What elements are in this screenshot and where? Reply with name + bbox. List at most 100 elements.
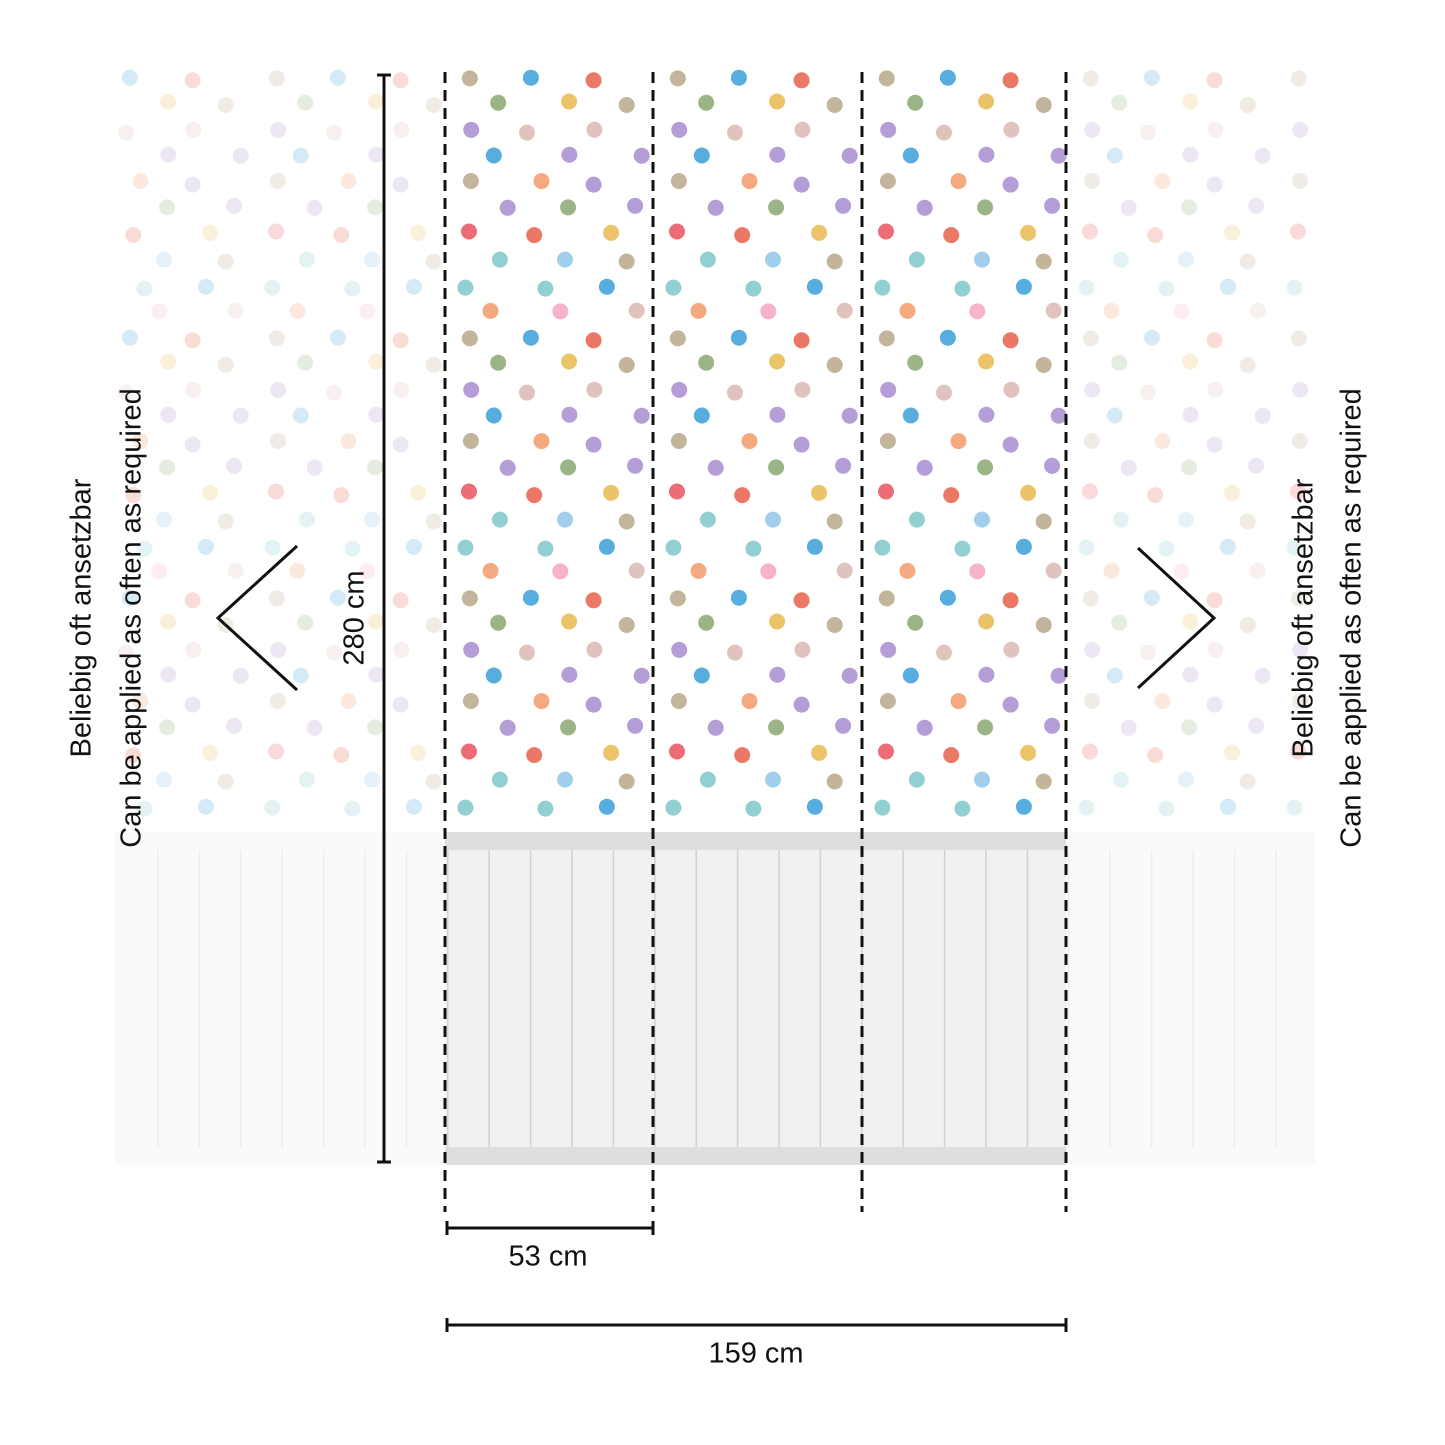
dot: [1120, 459, 1137, 476]
dot: [359, 563, 376, 580]
dot: [185, 641, 202, 658]
dot: [552, 303, 569, 320]
dot: [425, 357, 442, 373]
dot: [730, 589, 747, 606]
dot: [585, 696, 602, 713]
dot: [1083, 433, 1100, 449]
dot: [1045, 562, 1062, 579]
dot: [1084, 121, 1101, 138]
dot: [326, 124, 342, 141]
dot: [217, 513, 234, 530]
dot: [1254, 667, 1271, 684]
dot: [405, 278, 422, 295]
dot: [671, 641, 688, 658]
dot: [1206, 176, 1223, 193]
dot: [184, 332, 201, 349]
dot: [670, 433, 687, 449]
dot: [1003, 641, 1020, 658]
dot: [159, 459, 176, 476]
dot: [1239, 357, 1256, 373]
dot: [1082, 70, 1099, 87]
dot: [1207, 641, 1224, 658]
dot: [670, 173, 687, 189]
dot: [950, 173, 967, 190]
dot: [1111, 614, 1128, 631]
dot: [1078, 799, 1095, 816]
dot: [1206, 696, 1223, 713]
dot: [457, 799, 474, 816]
dot: [461, 590, 478, 607]
dot: [1206, 436, 1223, 453]
dot: [184, 696, 201, 713]
dot: [326, 384, 342, 401]
dot: [1286, 539, 1303, 556]
dot: [197, 798, 214, 815]
dot: [121, 589, 138, 606]
dot: [268, 70, 285, 87]
dot: [1248, 717, 1265, 734]
dot: [878, 483, 894, 500]
dot: [950, 693, 967, 710]
dot: [184, 176, 201, 193]
dot: [1292, 641, 1309, 658]
dot: [344, 800, 361, 817]
dot: [482, 302, 499, 319]
dot: [902, 667, 919, 684]
dot: [1143, 329, 1160, 346]
dot: [586, 381, 603, 398]
dot: [1239, 773, 1256, 790]
dot: [298, 251, 315, 268]
dot: [1002, 72, 1019, 89]
dot: [1035, 513, 1052, 530]
dot: [368, 353, 385, 370]
dot: [618, 357, 635, 373]
dot: [202, 484, 219, 501]
dot: [1084, 641, 1101, 658]
dot: [760, 563, 777, 580]
dot: [121, 69, 138, 86]
dot: [878, 743, 894, 760]
dot: [874, 799, 891, 816]
dot: [671, 121, 688, 138]
dot: [461, 743, 477, 760]
dot: [769, 93, 786, 110]
dot: [793, 696, 810, 713]
dot: [1140, 384, 1156, 401]
dot: [368, 406, 385, 423]
wainscot-right: [1066, 832, 1315, 1165]
dot: [698, 614, 715, 631]
width-dimensions: [445, 1221, 1068, 1332]
dot: [836, 302, 853, 319]
dot: [1015, 278, 1032, 295]
dot: [393, 641, 410, 658]
dot: [425, 617, 442, 633]
dot: [1254, 407, 1271, 424]
dot: [586, 121, 603, 138]
dot: [1111, 354, 1128, 371]
dot: [132, 173, 149, 190]
dot: [561, 353, 578, 370]
wainscot-left: [115, 832, 445, 1165]
dot: [1078, 279, 1095, 296]
dot: [880, 121, 897, 138]
dot: [1120, 199, 1137, 216]
dot: [1173, 303, 1190, 320]
dot: [826, 357, 843, 373]
dot: [977, 719, 994, 736]
dot: [125, 227, 142, 244]
dot: [561, 93, 578, 110]
dot: [627, 457, 644, 474]
dot: [1120, 719, 1137, 736]
dot: [1290, 590, 1307, 607]
dot: [969, 563, 986, 580]
dot: [132, 693, 149, 710]
dot: [461, 223, 477, 240]
dot: [690, 302, 707, 319]
dot: [978, 666, 995, 683]
dot: [1103, 302, 1120, 319]
dot: [1035, 253, 1052, 270]
dot: [793, 436, 810, 453]
dot: [1020, 484, 1037, 501]
dot: [603, 224, 620, 241]
dot: [125, 487, 142, 504]
